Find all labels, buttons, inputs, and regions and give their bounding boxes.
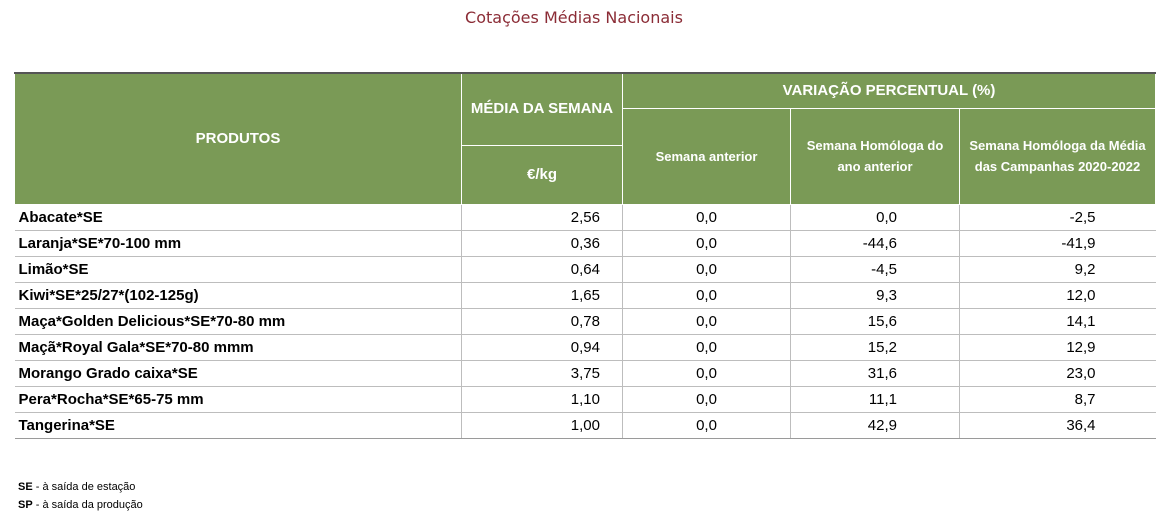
cell-homologa-media: 12,0 — [958, 282, 1156, 309]
cell-semana-anterior: 0,0 — [622, 204, 791, 231]
table-row: Tangerina*SE 1,00 0,0 42,9 36,4 — [14, 412, 1156, 439]
footnote-text: - à saída de estação — [32, 481, 136, 493]
header-homologa-media-campanhas: Semana Homóloga da Média das Campanhas 2… — [958, 107, 1157, 205]
cell-media: 3,75 — [461, 360, 623, 387]
cell-semana-anterior: 0,0 — [622, 308, 791, 335]
prices-table: PRODUTOS MÉDIA DA SEMANA VARIAÇÃO PERCEN… — [14, 72, 1157, 439]
footnote-abbr: SE — [18, 481, 33, 493]
cell-media: 0,36 — [461, 230, 623, 257]
table-row: Maçã*Royal Gala*SE*70-80 mmm 0,94 0,0 15,2 1… — [14, 334, 1156, 361]
table-body: Abacate*SE 2,56 0,0 0,0 -2,5 Laranja*SE*70-10… — [14, 204, 1156, 439]
table-row: Kiwi*SE*25/27*(102-125g) 1,65 0,0 9,3 12,0 — [14, 282, 1156, 309]
cell-homologa-ano: -44,6 — [790, 230, 960, 257]
cell-semana-anterior: 0,0 — [622, 256, 791, 283]
cell-homologa-media: 8,7 — [958, 386, 1156, 413]
cell-media: 0,64 — [461, 256, 623, 283]
cell-produto: Pera*Rocha*SE*65-75 mm — [14, 386, 462, 413]
cell-homologa-media: 23,0 — [958, 360, 1156, 387]
cell-produto: Maça*Golden Delicious*SE*70-80 mm — [14, 308, 462, 335]
cell-media: 1,65 — [461, 282, 623, 309]
footnote-abbr: SP — [18, 499, 33, 511]
cell-produto: Laranja*SE*70-100 mm — [14, 230, 462, 257]
cell-produto: Morango Grado caixa*SE — [14, 360, 462, 387]
cell-produto: Maçã*Royal Gala*SE*70-80 mmm — [14, 334, 462, 361]
cell-homologa-ano: 15,6 — [790, 308, 960, 335]
cell-produto: Kiwi*SE*25/27*(102-125g) — [14, 282, 462, 309]
cell-media: 1,00 — [461, 412, 623, 439]
footnote-se: SE - à saída de estação — [18, 478, 143, 496]
cell-semana-anterior: 0,0 — [622, 334, 791, 361]
cell-produto: Tangerina*SE — [14, 412, 462, 439]
cell-homologa-media: -2,5 — [958, 204, 1156, 231]
cell-homologa-ano: 9,3 — [790, 282, 960, 309]
cell-homologa-ano: 15,2 — [790, 334, 960, 361]
table-row: Maça*Golden Delicious*SE*70-80 mm 0,78 0,0… — [14, 308, 1156, 335]
header-semana-anterior: Semana anterior — [622, 107, 791, 205]
table-row: Abacate*SE 2,56 0,0 0,0 -2,5 — [14, 204, 1156, 231]
cell-semana-anterior: 0,0 — [622, 230, 791, 257]
cell-homologa-ano: 31,6 — [790, 360, 960, 387]
cell-produto: Limão*SE — [14, 256, 462, 283]
cell-homologa-ano: -4,5 — [790, 256, 960, 283]
cell-homologa-media: -41,9 — [958, 230, 1156, 257]
cell-semana-anterior: 0,0 — [622, 386, 791, 413]
table-row: Limão*SE 0,64 0,0 -4,5 9,2 — [14, 256, 1156, 283]
header-unit: €/kg — [461, 144, 623, 205]
header-media-semana: MÉDIA DA SEMANA — [461, 72, 623, 146]
cell-homologa-media: 14,1 — [958, 308, 1156, 335]
header-produtos: PRODUTOS — [14, 72, 462, 205]
header-homologa-ano-anterior: Semana Homóloga do ano anterior — [790, 107, 960, 205]
cell-media: 2,56 — [461, 204, 623, 231]
cell-homologa-ano: 0,0 — [790, 204, 960, 231]
cell-semana-anterior: 0,0 — [622, 282, 791, 309]
footnote-text: - à saída da produção — [32, 499, 143, 511]
cell-homologa-media: 12,9 — [958, 334, 1156, 361]
page-title: Cotações Médias Nacionais — [465, 8, 683, 27]
table-row: Laranja*SE*70-100 mm 0,36 0,0 -44,6 -41,9 — [14, 230, 1156, 257]
cell-semana-anterior: 0,0 — [622, 412, 791, 439]
table-row: Pera*Rocha*SE*65-75 mm 1,10 0,0 11,1 8,7 — [14, 386, 1156, 413]
table-row: Morango Grado caixa*SE 3,75 0,0 31,6 23,0 — [14, 360, 1156, 387]
cell-homologa-ano: 42,9 — [790, 412, 960, 439]
footnote-sp: SP - à saída da produção — [18, 496, 143, 514]
header-variacao-percentual: VARIAÇÃO PERCENTUAL (%) — [621, 72, 1157, 109]
cell-homologa-media: 9,2 — [958, 256, 1156, 283]
cell-media: 1,10 — [461, 386, 623, 413]
cell-produto: Abacate*SE — [14, 204, 462, 231]
footnotes: SE - à saída de estação SP - à saída da … — [18, 478, 143, 514]
cell-media: 0,94 — [461, 334, 623, 361]
cell-homologa-media: 36,4 — [958, 412, 1156, 439]
cell-media: 0,78 — [461, 308, 623, 335]
cell-homologa-ano: 11,1 — [790, 386, 960, 413]
cell-semana-anterior: 0,0 — [622, 360, 791, 387]
